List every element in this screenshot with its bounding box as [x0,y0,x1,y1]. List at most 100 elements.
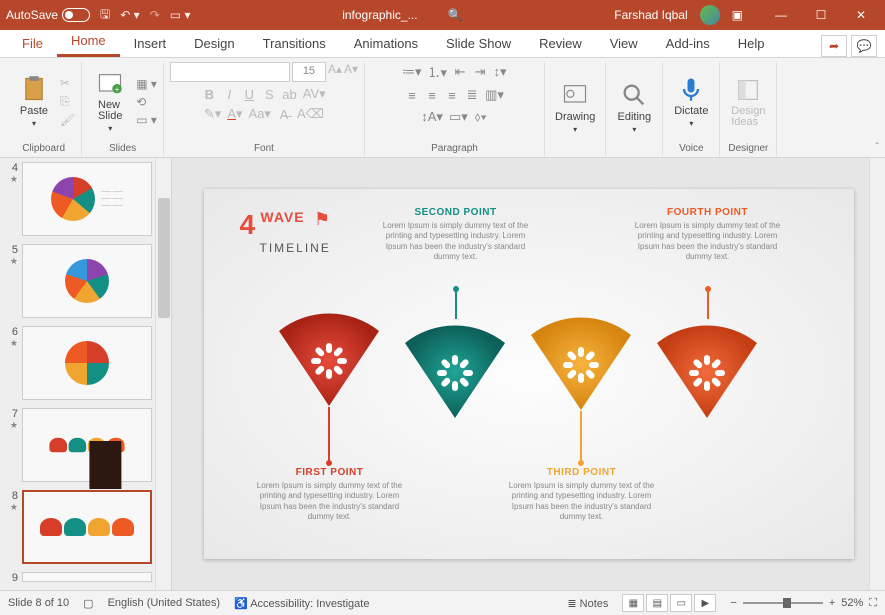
normal-view-icon[interactable]: ▦ [622,594,644,612]
autosave-toggle[interactable]: AutoSave [6,8,90,22]
dictate-button[interactable]: Dictate▾ [669,73,713,130]
editor-scrollbar[interactable] [869,158,885,590]
point-first: FIRST POINT Lorem Ipsum is simply dummy … [250,467,410,523]
tab-view[interactable]: View [596,30,652,57]
design-ideas-button[interactable]: Design Ideas [726,74,770,130]
justify-icon[interactable]: ≣ [465,87,479,103]
tab-addins[interactable]: Add-ins [652,30,724,57]
char-format-icon[interactable]: A̶ [277,107,291,122]
editing-button[interactable]: Editing▾ [612,79,656,136]
shrink-font-icon[interactable]: A▾ [344,62,358,82]
tab-slideshow[interactable]: Slide Show [432,30,525,57]
section-icon[interactable]: ▭ ▾ [136,113,157,127]
columns-icon[interactable]: ▥▾ [485,87,504,103]
highlight-icon[interactable]: ✎▾ [204,106,221,122]
indent-left-icon[interactable]: ⇤ [453,64,467,80]
tab-home[interactable]: Home [57,27,120,57]
font-family-input[interactable] [170,62,290,82]
group-label: Clipboard [22,141,65,156]
drawing-button[interactable]: Drawing▾ [551,79,599,136]
tab-insert[interactable]: Insert [120,30,181,57]
indent-right-icon[interactable]: ⇥ [473,64,487,80]
zoom-control: − + 52% ⛶ [730,597,877,610]
copy-icon[interactable]: ⎘ [60,94,75,109]
italic-icon[interactable]: I [222,87,236,102]
avatar[interactable] [700,5,720,25]
ribbon-mode-icon[interactable]: ▣ [732,8,743,22]
align-text-icon[interactable]: ▭▾ [449,109,468,125]
undo-icon[interactable]: ↶ ▾ [120,8,139,22]
underline-icon[interactable]: U [242,87,256,102]
tab-file[interactable]: File [8,30,57,57]
thumb-8[interactable]: 8★ [2,490,171,564]
language[interactable]: English (United States) [108,597,221,609]
zoom-slider[interactable] [743,602,823,604]
tab-help[interactable]: Help [724,30,779,57]
title-bar: AutoSave 🖫 ↶ ▾ ↷ ▭ ▾ infographic_... 🔍 F… [0,0,885,30]
tab-animations[interactable]: Animations [340,30,432,57]
zoom-in-icon[interactable]: + [829,597,835,609]
layout-icon[interactable]: ▦ ▾ [136,77,157,91]
strike-icon[interactable]: S [262,87,276,102]
smartart-icon[interactable]: ⬨▾ [474,109,488,125]
tab-review[interactable]: Review [525,30,596,57]
accessibility[interactable]: ♿ Accessibility: Investigate [234,597,369,610]
search-icon[interactable]: 🔍 [448,8,463,22]
font-size-input[interactable]: 15 [292,62,326,82]
slide-counter[interactable]: Slide 8 of 10 [8,597,69,609]
align-right-icon[interactable]: ≡ [445,88,459,103]
sorter-view-icon[interactable]: ▤ [646,594,668,612]
zoom-level[interactable]: 52% [841,597,863,609]
new-slide-button[interactable]: + New Slide▾ [88,68,132,135]
slide-canvas[interactable]: 4 WAVE ⚑ TIMELINE SECOND POINT Lorem Ips… [204,189,854,559]
numbering-icon[interactable]: ⒈▾ [428,62,448,81]
tab-design[interactable]: Design [180,30,248,57]
share-button[interactable]: ➦ [821,35,847,57]
view-buttons: ▦ ▤ ▭ ▶ [622,594,716,612]
thumb-9[interactable]: 9 [2,572,171,584]
zoom-out-icon[interactable]: − [730,597,736,609]
close-icon[interactable]: ✕ [843,8,879,22]
reset-icon[interactable]: ⟲ [136,95,157,109]
case-icon[interactable]: Aa▾ [249,106,271,122]
bullets-icon[interactable]: ≔▾ [402,64,422,80]
thumb-6[interactable]: 6★ [2,326,171,400]
thumbs-scrollbar[interactable] [155,158,171,590]
thumb-num: 8 [12,490,18,502]
line-spacing-icon[interactable]: ↕▾ [493,64,507,80]
point-body: Lorem Ipsum is simply dummy text of the … [376,221,536,263]
thumb-5[interactable]: 5★ [2,244,171,318]
cut-icon[interactable]: ✂ [60,76,75,90]
spacing-icon[interactable]: AV▾ [303,86,326,102]
align-center-icon[interactable]: ≡ [425,88,439,103]
point-fourth: FOURTH POINT Lorem Ipsum is simply dummy… [628,207,788,263]
save-icon[interactable]: 🖫 [100,5,110,26]
format-painter-icon[interactable]: 🖌 [60,113,75,127]
thumb-4[interactable]: 4★—— ———— ———— —— [2,162,171,236]
toggle-icon[interactable] [62,8,90,22]
shadow-icon[interactable]: ab [282,87,296,102]
collapse-ribbon-icon[interactable]: ˆ [876,142,879,153]
fit-icon[interactable]: ⛶ [869,597,877,610]
align-left-icon[interactable]: ≡ [405,88,419,103]
clear-format-icon[interactable]: A⌫ [297,106,324,122]
comments-button[interactable]: 💬 [851,35,877,57]
reading-view-icon[interactable]: ▭ [670,594,692,612]
thumb-7[interactable]: 7★ [2,408,171,482]
tab-transitions[interactable]: Transitions [249,30,340,57]
maximize-icon[interactable]: ☐ [803,8,839,22]
notes-button[interactable]: ≣ Notes [567,597,608,610]
redo-icon[interactable]: ↷ [150,8,160,22]
paste-button[interactable]: Paste▾ [12,73,56,130]
user-name[interactable]: Farshad Iqbal [614,8,687,22]
bold-icon[interactable]: B [202,87,216,102]
minimize-icon[interactable]: — [763,8,799,22]
grow-font-icon[interactable]: A▴ [328,62,342,82]
text-dir-icon[interactable]: ↕А▾ [421,109,443,125]
filename[interactable]: infographic_... [342,8,417,22]
present-icon[interactable]: ▭ ▾ [170,8,191,22]
group-label: Slides [109,141,136,156]
spellcheck-icon[interactable]: ▢ [83,597,93,610]
slideshow-view-icon[interactable]: ▶ [694,594,716,612]
font-color-icon[interactable]: A▾ [227,106,242,122]
